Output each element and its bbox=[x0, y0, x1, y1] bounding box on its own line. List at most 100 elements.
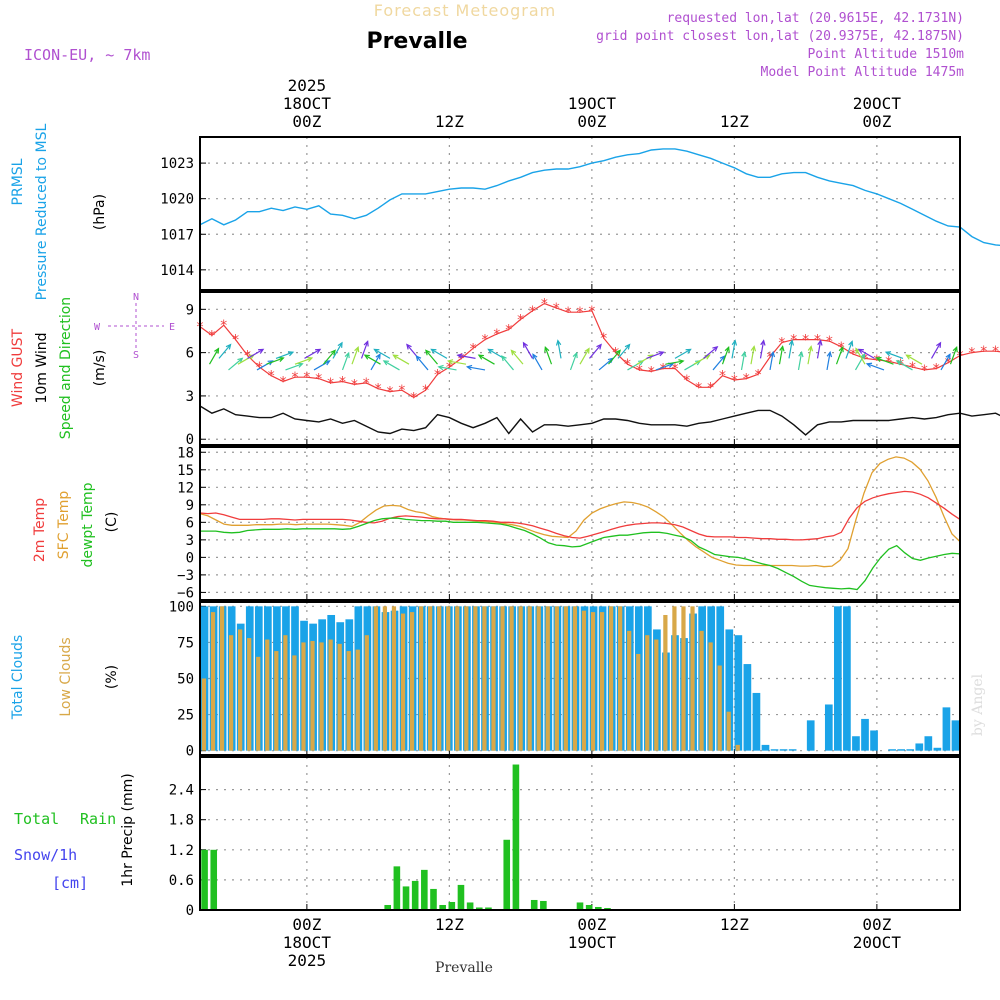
wind-arrow bbox=[731, 340, 736, 359]
wind-arrow bbox=[275, 351, 294, 359]
wind-arrow bbox=[797, 352, 803, 371]
gust-marker: * bbox=[790, 333, 798, 349]
wind-arrowhead bbox=[477, 354, 484, 360]
ytick-label: 1.2 bbox=[169, 843, 194, 859]
wind-arrowhead bbox=[465, 364, 473, 371]
wind-speed-line bbox=[199, 405, 1000, 436]
total-cloud-bar bbox=[725, 629, 734, 751]
wind-arrow bbox=[294, 357, 313, 365]
ytick-label: 3 bbox=[186, 533, 194, 549]
total-cloud-bar bbox=[779, 749, 788, 751]
time-label-top: 19OCT bbox=[568, 94, 617, 113]
ytick-label: 9 bbox=[186, 498, 194, 514]
wind-arrowhead bbox=[826, 350, 833, 358]
total-cloud-bar bbox=[834, 606, 842, 751]
wind-arrow bbox=[866, 363, 885, 371]
precip-bar bbox=[439, 904, 446, 910]
wind-arrowhead bbox=[905, 354, 912, 360]
low-cloud-bar bbox=[210, 612, 216, 751]
wind-arrow bbox=[608, 349, 621, 365]
wind-arrow bbox=[769, 352, 774, 371]
ytick-label: 18 bbox=[177, 445, 194, 461]
gust-marker: * bbox=[825, 334, 833, 350]
wind-arrow bbox=[721, 347, 730, 365]
low-cloud-bar bbox=[690, 606, 695, 751]
clouds-unit: (%) bbox=[104, 665, 120, 689]
ytick-label: 0 bbox=[186, 550, 194, 566]
gust-marker: * bbox=[386, 385, 394, 401]
low-cloud-bar bbox=[681, 606, 686, 751]
wind-arrow bbox=[826, 352, 831, 371]
wind-arrow bbox=[341, 352, 350, 371]
wind-arrow bbox=[374, 348, 391, 359]
requested-coords: requested lon,lat (20.9615E, 42.1731N) bbox=[667, 11, 964, 26]
wind-arrow bbox=[266, 357, 284, 365]
precip-bar bbox=[485, 907, 492, 910]
wind-arrowhead bbox=[807, 345, 814, 352]
wind-arrow bbox=[816, 340, 822, 359]
time-label-bottom: 00Z bbox=[862, 915, 891, 934]
precip-bar bbox=[595, 906, 602, 910]
panel-border bbox=[199, 291, 961, 446]
wind-arrow bbox=[228, 357, 243, 371]
low-cloud-bar bbox=[219, 606, 225, 751]
wind-arrowhead bbox=[501, 355, 507, 362]
low-cloud-bar bbox=[717, 665, 722, 751]
low-cloud-bar bbox=[473, 606, 478, 751]
gust-marker: * bbox=[611, 346, 619, 362]
precip-bar bbox=[503, 839, 511, 910]
wind-arrowhead bbox=[437, 364, 444, 371]
location-title: Prevalle bbox=[366, 29, 467, 54]
gust-marker: * bbox=[706, 380, 714, 396]
wind-arrowhead bbox=[532, 353, 538, 360]
ytick-label: 1017 bbox=[160, 227, 194, 243]
wind-arrow bbox=[313, 360, 330, 371]
wind-arrowhead bbox=[838, 345, 844, 353]
time-label-bottom: 12Z bbox=[435, 915, 464, 934]
wind-arrowhead bbox=[425, 349, 431, 356]
total-cloud-bar bbox=[933, 747, 942, 751]
low-cloud-bar bbox=[599, 612, 605, 751]
low-cloud-bar bbox=[545, 606, 550, 751]
pressure-unit: (hPa) bbox=[92, 194, 108, 230]
ytick-label: 6 bbox=[186, 346, 194, 362]
low-cloud-bar bbox=[265, 639, 270, 751]
wind-arrow bbox=[360, 341, 369, 359]
time-label-bottom: 19OCT bbox=[568, 933, 617, 952]
low-cloud-bar bbox=[735, 744, 740, 751]
wind-arrow bbox=[510, 349, 524, 365]
wind-arrow bbox=[896, 360, 913, 371]
wind-arrow bbox=[569, 352, 578, 371]
ytick-label: 0 bbox=[186, 432, 194, 448]
low-cloud-bar bbox=[283, 635, 288, 751]
wind-arrow bbox=[712, 355, 726, 371]
wind-arrowhead bbox=[297, 362, 304, 368]
total-cloud-bar bbox=[861, 718, 869, 751]
wind-arrow bbox=[448, 360, 467, 365]
total-cloud-bar bbox=[942, 707, 951, 751]
gust-marker: * bbox=[730, 373, 738, 389]
gust-marker: * bbox=[457, 351, 465, 367]
wind-arrow bbox=[854, 354, 866, 371]
ytick-label: 6 bbox=[186, 515, 194, 531]
total-cloud-bar bbox=[743, 664, 752, 751]
precip-bar bbox=[466, 902, 474, 910]
panel-border bbox=[199, 756, 961, 911]
wind-arrow bbox=[740, 352, 746, 371]
gust-marker: * bbox=[267, 369, 275, 385]
wind-arrowhead bbox=[678, 359, 685, 365]
low-cloud-bar bbox=[527, 606, 532, 751]
gust-marker: * bbox=[671, 362, 679, 378]
ytick-label: 0 bbox=[186, 903, 194, 919]
panel-bg bbox=[200, 757, 960, 910]
wind-arrowhead bbox=[392, 354, 399, 360]
gust-marker: * bbox=[362, 376, 370, 392]
dewpt-label: dewpt Temp bbox=[80, 482, 96, 567]
gust-marker: * bbox=[516, 312, 524, 328]
low-cloud-bar bbox=[238, 629, 243, 751]
precip-bar bbox=[585, 904, 593, 910]
low-cloud-bar bbox=[672, 606, 677, 751]
gust-marker: * bbox=[220, 318, 228, 334]
gust-marker: * bbox=[647, 364, 655, 380]
time-label-bottom: 12Z bbox=[720, 915, 749, 934]
